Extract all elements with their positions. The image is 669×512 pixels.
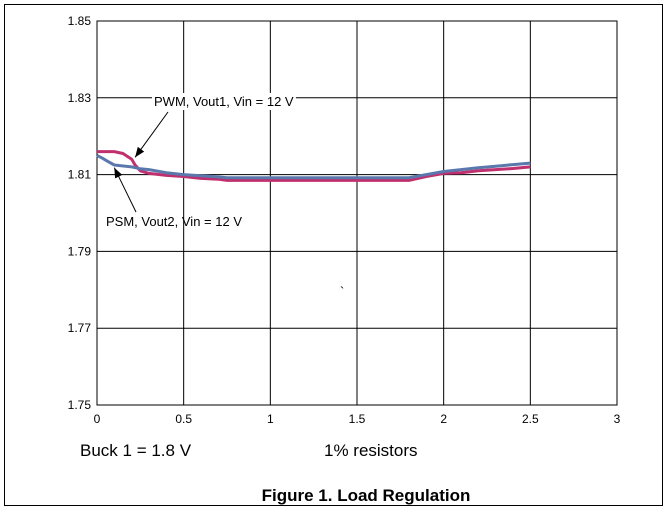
psm-annotation-label: PSM, Vout2, Vin = 12 V: [106, 214, 242, 229]
y-tick-label: 1.81: [68, 168, 92, 182]
x-tick-label: 1.5: [349, 412, 366, 426]
x-tick-label: 3: [614, 412, 621, 426]
y-tick-label: 1.85: [68, 14, 92, 28]
stray-mark: `: [340, 284, 344, 299]
annotation-arrowhead: [114, 167, 123, 179]
y-tick-label: 1.83: [68, 91, 92, 105]
pwm-annotation-label: PWM, Vout1, Vin = 12 V: [154, 94, 294, 109]
plot-area-border: [96, 20, 618, 406]
figure-frame: [4, 4, 663, 506]
series-lines: [96, 150, 531, 182]
x-tick-label: 1: [267, 412, 274, 426]
tick-labels: 0 0.5 1 1.5 2 2.5 3 1.75 1.77 1.79 1.81 1.83 1.85: [68, 14, 621, 426]
y-tick-label: 1.75: [68, 398, 92, 412]
annotation-background: [152, 93, 296, 110]
resistors-label: 1% resistors: [324, 441, 418, 460]
figure-caption: Figure 1. Load Regulation: [262, 486, 471, 505]
psm-vout2-line: [96, 154, 531, 180]
x-tick-label: 2: [440, 412, 447, 426]
grid: [97, 21, 617, 405]
pwm-vout1-line: [97, 150, 531, 182]
annotations: PWM, Vout1, Vin = 12 V PSM, Vout2, Vin = …: [106, 93, 296, 229]
y-tick-label: 1.77: [68, 321, 92, 335]
x-tick-label: 2.5: [522, 412, 539, 426]
x-tick-label: 0.5: [175, 412, 192, 426]
x-tick-label: 0: [94, 412, 101, 426]
annotation-arrowhead: [135, 146, 145, 158]
y-tick-label: 1.79: [68, 244, 92, 258]
buck-label: Buck 1 = 1.8 V: [80, 441, 192, 460]
